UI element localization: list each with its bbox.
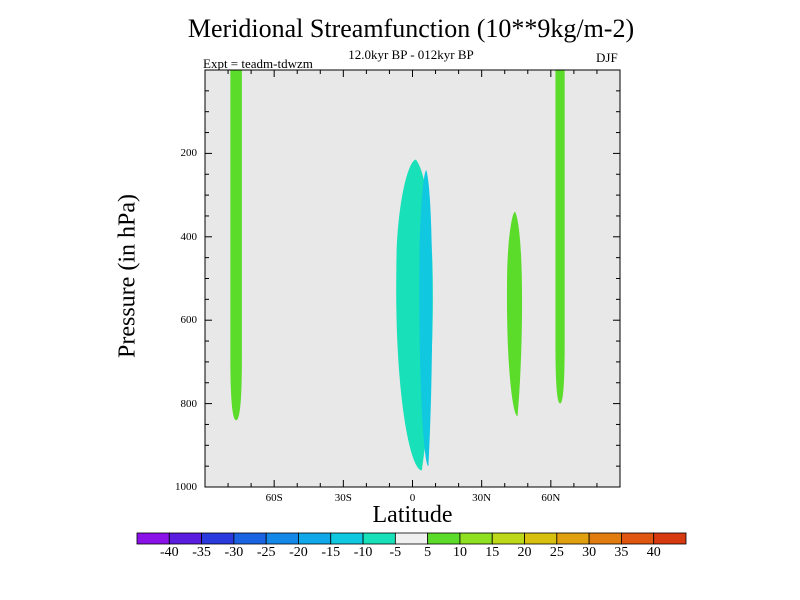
- chart-title: Meridional Streamfunction (10**9kg/m-2): [187, 14, 635, 43]
- y-tick-label: 1000: [175, 481, 197, 493]
- colorbar-label: 30: [582, 545, 597, 560]
- contour-region-green-band-63N: [555, 70, 565, 404]
- colorbar-label: -40: [159, 545, 179, 560]
- colorbar-box: [621, 532, 655, 545]
- colorbar-box: [394, 532, 429, 545]
- colorbar-box: [491, 532, 525, 545]
- colorbar-label: 15: [485, 545, 500, 560]
- y-tick-label: 600: [180, 314, 198, 327]
- colorbar-box: [201, 532, 235, 545]
- colorbar-box: [427, 532, 461, 545]
- colorbar-box: [168, 532, 202, 545]
- experiment-label: Expt = teadm-tdwzm: [203, 56, 313, 71]
- colorbar-box: [265, 532, 299, 545]
- colorbar-label: -30: [224, 545, 244, 560]
- colorbar-box: [556, 532, 590, 545]
- colorbar-label: 25: [549, 545, 564, 560]
- colorbar-label: -10: [353, 545, 373, 560]
- x-tick-label: 0: [409, 492, 416, 504]
- colorbar-label: 5: [424, 545, 432, 560]
- colorbar-box: [459, 532, 493, 545]
- colorbar-box: [298, 532, 332, 545]
- colorbar-box: [524, 532, 558, 545]
- contour-region-green-band-75S: [230, 70, 242, 421]
- contour-region-blue-core-equator: [419, 170, 433, 467]
- colorbar-box: [653, 532, 687, 545]
- y-tick-label: 800: [180, 397, 198, 410]
- colorbar-label: -25: [256, 545, 276, 560]
- x-tick-label: 60N: [541, 492, 561, 504]
- contour-region-green-cell-45N: [506, 211, 523, 417]
- x-tick-label: 30N: [472, 492, 492, 504]
- colorbar-label: 35: [614, 545, 629, 560]
- colorbar-label: -5: [389, 545, 402, 560]
- colorbar-box: [233, 532, 267, 545]
- colorbar-label: -15: [321, 545, 341, 560]
- colorbar-box: [330, 532, 364, 545]
- x-tick-label: 30S: [334, 492, 352, 504]
- y-tick-label: 200: [180, 147, 198, 160]
- season-label: DJF: [596, 50, 618, 65]
- colorbar-label: 10: [452, 545, 467, 560]
- colorbar-label: -20: [289, 545, 308, 560]
- x-tick-label: 60S: [265, 492, 283, 504]
- y-axis-label: Pressure (in hPa): [114, 194, 141, 358]
- colorbar-box: [362, 532, 396, 545]
- colorbar-box: [136, 532, 170, 545]
- y-tick-label: 400: [180, 230, 198, 243]
- colorbar-label: 40: [646, 545, 661, 560]
- colorbar-label: -35: [192, 545, 211, 560]
- x-axis-label: Latitude: [372, 502, 453, 528]
- colorbar-box: [588, 532, 622, 545]
- chart-subtitle: 12.0kyr BP - 012kyr BP: [348, 47, 474, 62]
- colorbar-label: 20: [517, 545, 532, 560]
